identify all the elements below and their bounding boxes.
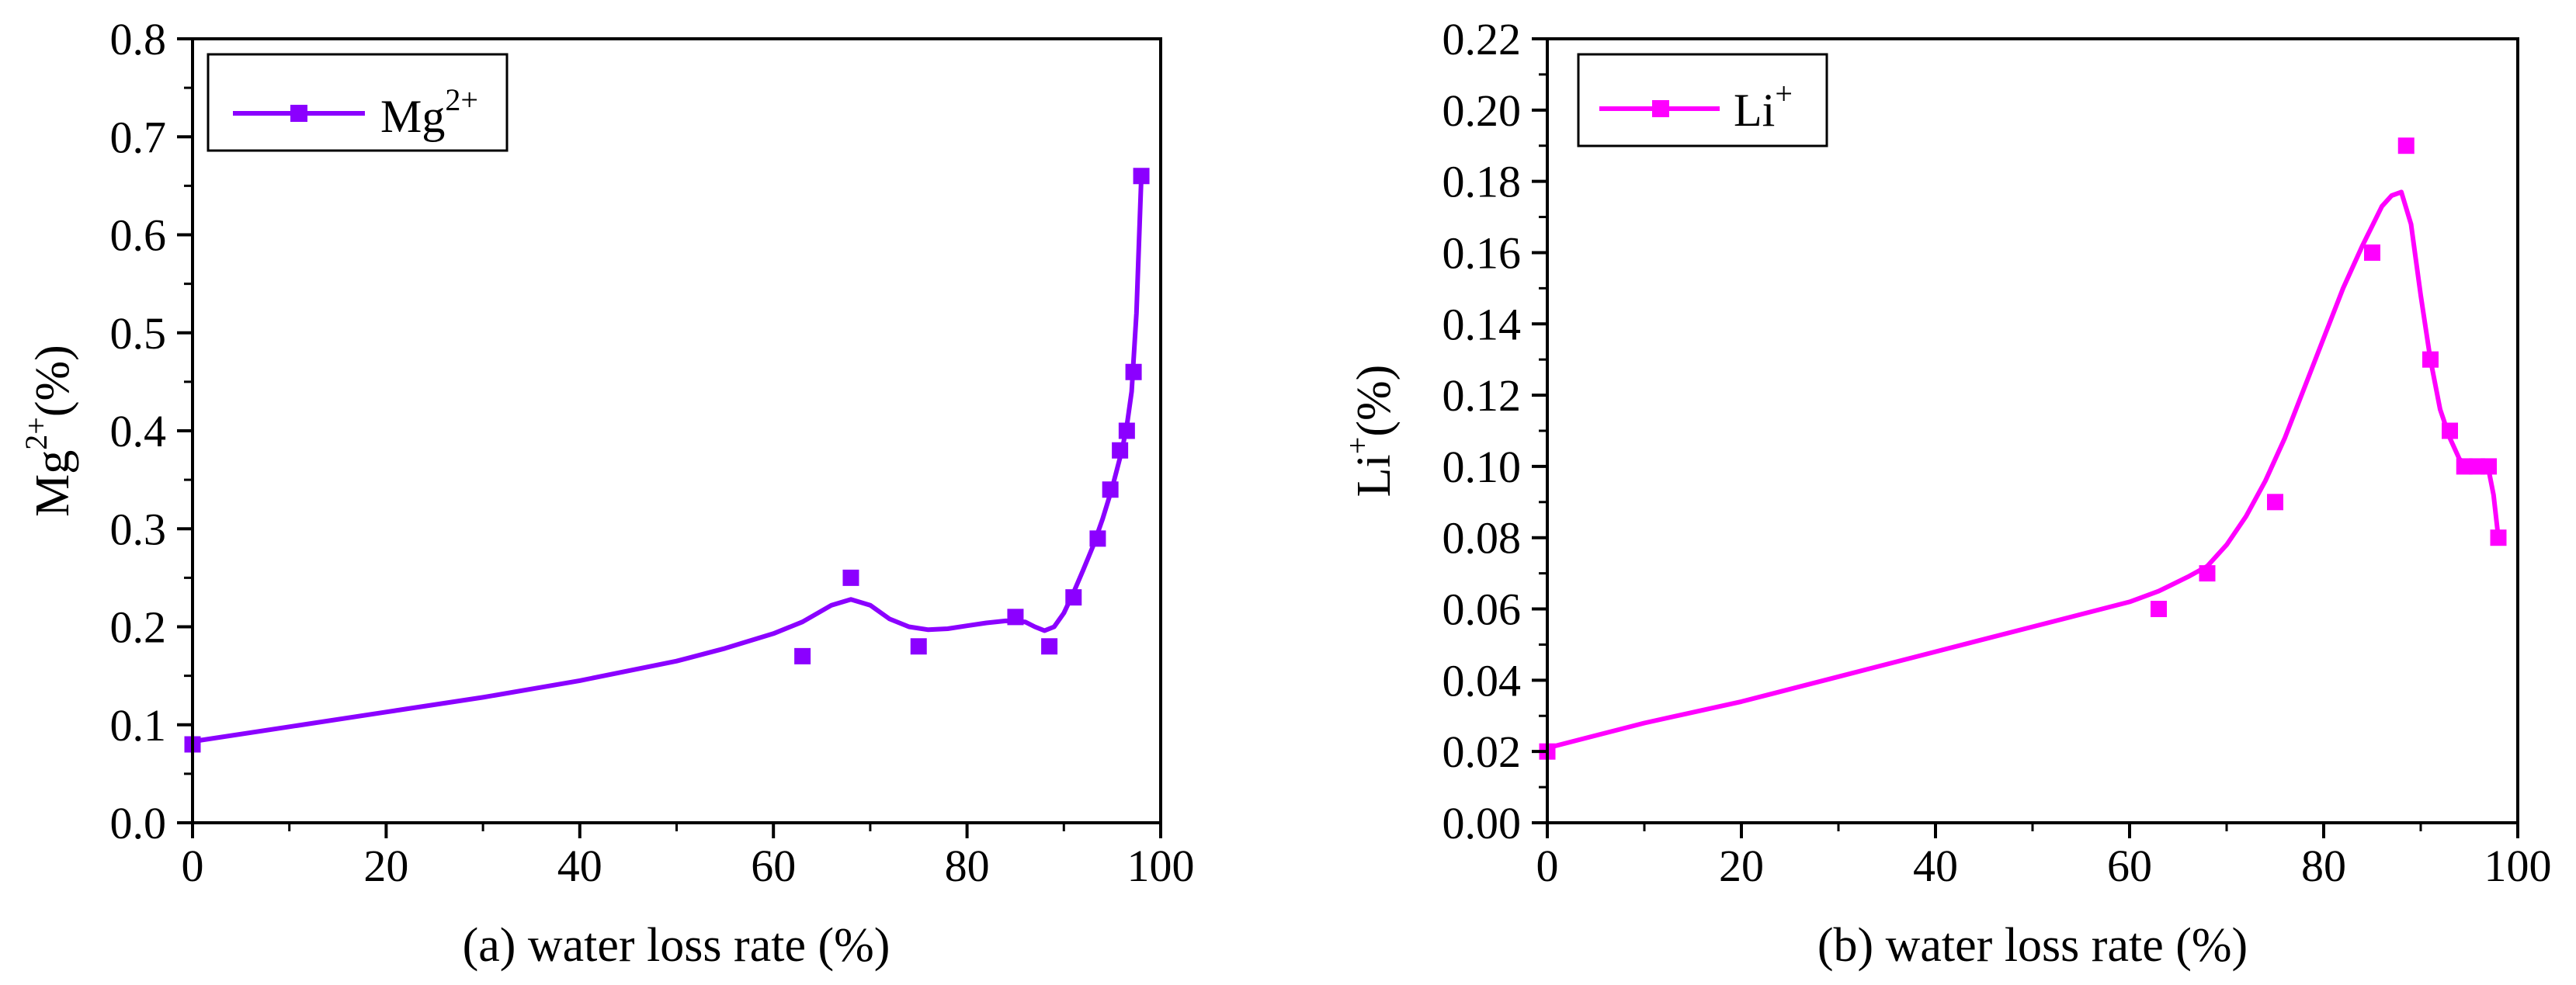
panel-a-data-point-3 — [910, 638, 927, 655]
panel-b-y-tick-label-8: 0.16 — [1442, 227, 1522, 278]
panel-b-data-point-5 — [2397, 137, 2415, 154]
panel-a-x-tick-label-4: 80 — [945, 841, 990, 891]
panel-b-legend-label: Li+ — [1734, 76, 1793, 136]
panel-a-y-tick-label-4: 0.4 — [110, 406, 167, 456]
panel-b-legend-label-sup: + — [1775, 76, 1793, 111]
panel-a-legend-label: Mg2+ — [380, 82, 478, 142]
panel-a-x-tick-label-1: 20 — [363, 841, 408, 891]
panel-b-legend-marker — [1652, 100, 1669, 117]
panel-a-x-tick-label-5: 100 — [1127, 841, 1195, 891]
panel-b-data-point-8 — [2456, 458, 2473, 475]
panel-a-y-tick-label-7: 0.7 — [110, 112, 167, 162]
panel-b-y-axis-title-base: Li — [1348, 454, 1401, 497]
panel-b-y-tick-label-11: 0.22 — [1442, 14, 1522, 64]
panel-b-ticks: 0 20 40 60 80 100 0.00 0.02 0.04 0.06 0.08 0.10 0.12… — [1442, 14, 2552, 891]
panel-b-data-point-3 — [2267, 494, 2283, 511]
panel-b-x-axis-title: (b) water loss rate (%) — [1817, 919, 2248, 972]
panel-b-legend: Li+ — [1577, 53, 1828, 147]
panel-b-data-point-4 — [2364, 244, 2380, 261]
panel-b-data-point-11 — [2490, 529, 2507, 546]
panel-b-y-tick-label-2: 0.04 — [1442, 655, 1522, 706]
panel-b-data-point-1 — [2151, 601, 2167, 618]
panel-a-y-tick-label-3: 0.3 — [110, 504, 167, 554]
panel-a-fit-curve — [190, 173, 1144, 744]
panel-a-y-tick-label-2: 0.2 — [110, 602, 167, 653]
panel-b-data-point-10 — [2481, 458, 2497, 475]
panel-b-marks — [1539, 137, 2507, 760]
panel-b-x-tick-label-3: 60 — [2107, 841, 2152, 891]
panel-a-x-axis-title: (a) water loss rate (%) — [463, 919, 890, 972]
panel-b-x-tick-label-4: 80 — [2301, 841, 2346, 891]
panel-a-data-point-11 — [1125, 363, 1142, 380]
panel-b-x-tick-label-1: 20 — [1719, 841, 1764, 891]
panel-b-y-tick-label-3: 0.06 — [1442, 584, 1522, 635]
panel-a-data-point-4 — [1007, 609, 1024, 626]
panel-a-y-axis-title: Mg2+(%) — [19, 345, 79, 517]
panel-b-data-point-6 — [2422, 351, 2439, 368]
chart-panel-b: 0 20 40 60 80 100 0.00 0.02 0.04 0.06 0.08 0.10 0.12… — [1340, 14, 2552, 972]
panel-a-data-point-9 — [1112, 442, 1129, 459]
panel-b-legend-label-base: Li — [1734, 85, 1775, 136]
panel-a-data-point-2 — [842, 569, 859, 586]
panel-a-y-tick-label-6: 0.6 — [110, 210, 167, 261]
panel-a-y-tick-label-1: 0.1 — [110, 700, 167, 751]
panel-a-data-point-5 — [1041, 638, 1058, 655]
panel-b-y-tick-label-5: 0.10 — [1442, 442, 1522, 492]
panel-a-data-point-1 — [794, 647, 811, 664]
panel-b-y-tick-label-9: 0.18 — [1442, 157, 1522, 207]
panel-a-ticks: 0 20 40 60 80 100 0.0 0.1 0.2 0.3 0.4 0.5 0.6 0.7 0.8 — [110, 14, 1195, 891]
panel-a-legend-marker — [290, 105, 307, 122]
panel-b-y-axis-title: Li+(%) — [1340, 365, 1401, 498]
panel-b-x-tick-label-2: 40 — [1913, 841, 1958, 891]
panel-b-plot-frame — [1546, 37, 2519, 824]
panel-a-y-tick-label-5: 0.5 — [110, 308, 167, 359]
panel-a-x-tick-label-2: 40 — [557, 841, 602, 891]
panel-b-y-axis-title-sup: + — [1340, 437, 1375, 455]
panel-b-y-tick-label-6: 0.12 — [1442, 370, 1522, 421]
panel-a-legend-box — [207, 53, 509, 152]
panel-a-legend: Mg2+ — [207, 53, 509, 152]
panel-b-y-tick-label-10: 0.20 — [1442, 85, 1522, 136]
panel-a-data-point-6 — [1065, 589, 1082, 606]
chart-panel-a: 0 20 40 60 80 1000.00.10.20.30.40.50.60.70.8 … — [19, 14, 1195, 972]
panel-b-data-point-7 — [2442, 422, 2458, 439]
panel-a-y-tick-label-0: 0.0 — [110, 798, 167, 848]
panel-a-y-axis-title-base: Mg — [26, 450, 79, 517]
panel-a-marks — [184, 168, 1150, 753]
panel-b-fit-curve — [1545, 189, 2501, 751]
panel-a-data-point-12 — [1133, 168, 1150, 185]
panel-a-plot-frame — [191, 37, 1162, 824]
panel-a-legend-label-base: Mg — [380, 91, 445, 142]
panel-a-data-point-8 — [1102, 481, 1119, 498]
panel-b-y-tick-label-4: 0.08 — [1442, 513, 1522, 564]
panel-a-y-axis-title-sup: 2+ — [19, 417, 54, 450]
panel-b-x-tick-label-0: 0 — [1536, 841, 1559, 891]
panel-b-y-tick-label-1: 0.02 — [1442, 727, 1522, 777]
panel-b-y-axis-title-tail: (%) — [1348, 365, 1401, 437]
panel-a-data-point-10 — [1118, 422, 1135, 439]
panel-b-y-tick-label-7: 0.14 — [1442, 299, 1522, 349]
panel-b-legend-box — [1577, 53, 1828, 147]
panel-a-data-point-7 — [1089, 530, 1106, 547]
panel-b-x-tick-label-5: 100 — [2484, 841, 2552, 891]
panel-a-x-tick-label-3: 60 — [751, 841, 796, 891]
panel-b-y-tick-label-0: 0.00 — [1442, 798, 1522, 848]
panel-a-y-axis-title-tail: (%) — [26, 345, 79, 417]
panel-b-data-point-2 — [2199, 565, 2216, 582]
panel-a-y-tick-label-8: 0.8 — [110, 14, 167, 64]
panel-a-x-tick-label-0: 0 — [182, 841, 204, 891]
panel-a-legend-label-sup: 2+ — [445, 82, 478, 117]
